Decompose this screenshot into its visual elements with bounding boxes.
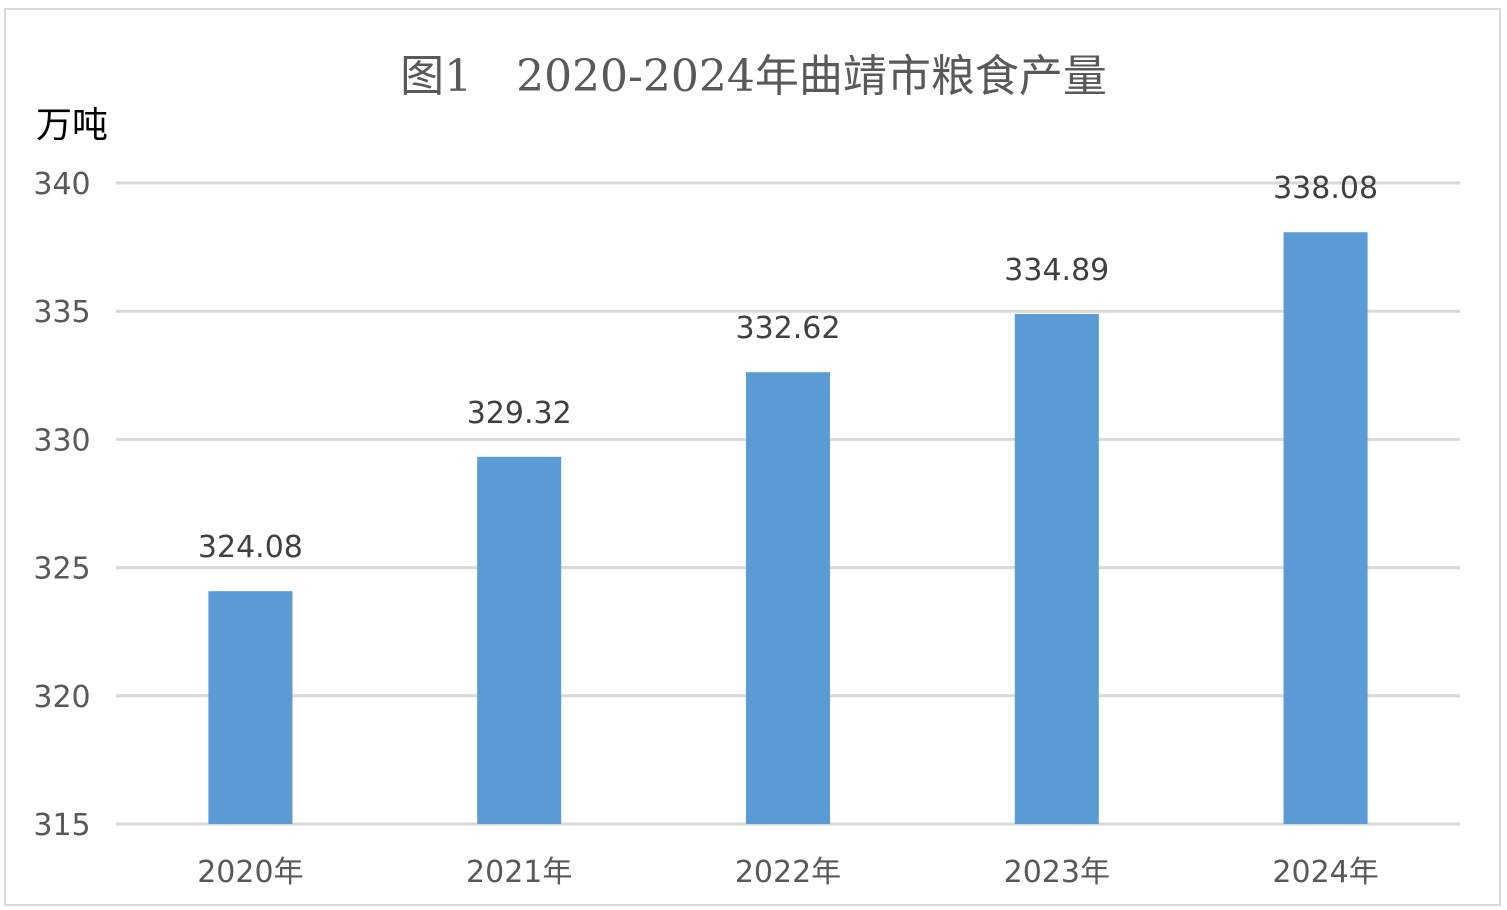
y-tick-label: 335 bbox=[33, 295, 90, 330]
y-tick-label: 340 bbox=[33, 167, 90, 202]
bar bbox=[208, 591, 293, 824]
data-label: 332.62 bbox=[736, 311, 841, 346]
y-tick-label: 315 bbox=[33, 808, 90, 843]
x-tick-label: 2024年 bbox=[1272, 855, 1378, 890]
y-axis-unit-label: 万吨 bbox=[36, 105, 109, 146]
bar bbox=[1014, 314, 1099, 824]
x-tick-label: 2021年 bbox=[466, 855, 572, 890]
chart-title: 图1 2020-2024年曲靖市粮食产量 bbox=[400, 51, 1107, 102]
bar bbox=[477, 456, 562, 824]
data-label: 329.32 bbox=[467, 396, 572, 431]
x-tick-label: 2022年 bbox=[735, 855, 841, 890]
bars bbox=[208, 232, 1368, 824]
x-axis-ticks: 2020年 2021年 2022年 2023年 2024年 bbox=[197, 855, 1379, 890]
data-labels: 324.08 329.32 332.62 334.89 338.08 bbox=[198, 171, 1378, 565]
bar bbox=[1283, 232, 1368, 824]
data-label: 334.89 bbox=[1004, 253, 1109, 288]
y-tick-label: 330 bbox=[33, 423, 90, 458]
y-tick-label: 325 bbox=[33, 552, 90, 587]
y-axis-ticks: 315 320 325 330 335 340 bbox=[33, 167, 90, 843]
data-label: 324.08 bbox=[198, 530, 303, 565]
x-tick-label: 2020年 bbox=[197, 855, 303, 890]
bar bbox=[746, 372, 830, 824]
x-tick-label: 2023年 bbox=[1004, 855, 1110, 890]
data-label: 338.08 bbox=[1273, 171, 1378, 206]
y-tick-label: 320 bbox=[33, 680, 90, 715]
